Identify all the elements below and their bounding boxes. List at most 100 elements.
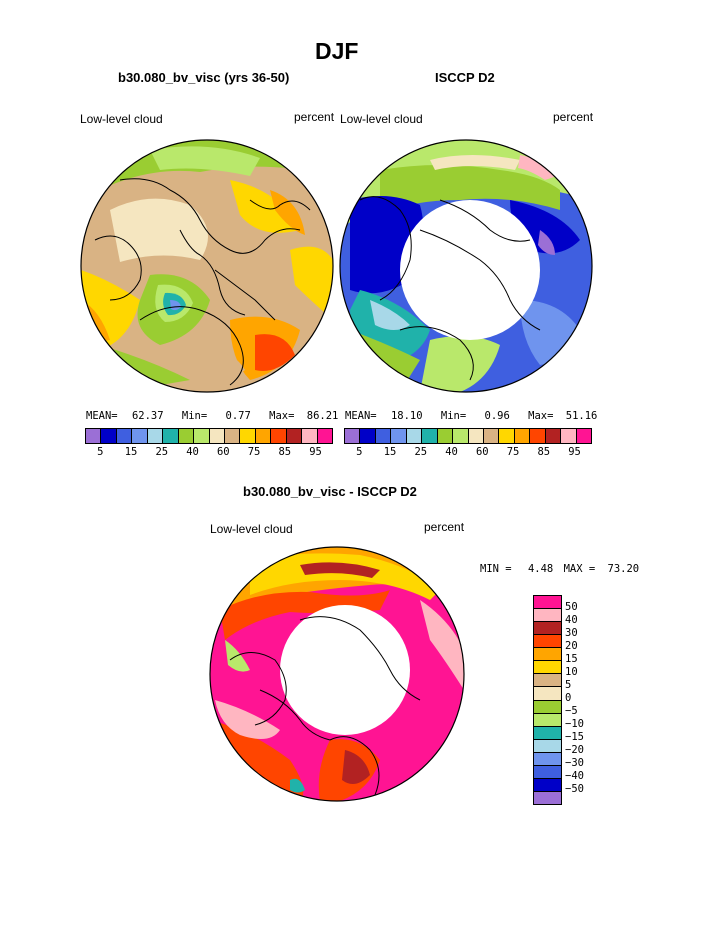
colorbar-tick-label: 95 — [568, 446, 581, 458]
colorbar-swatch — [534, 765, 561, 779]
colorbar-swatch — [163, 429, 179, 443]
model-field — [81, 140, 333, 392]
colorbar-tick-label: 15 — [124, 446, 138, 458]
colorbar-tick-label: 85 — [537, 446, 551, 458]
diff-colorbar — [533, 595, 562, 805]
diff-units-label: percent — [424, 520, 465, 534]
colorbar-tick-label: 75 — [247, 446, 261, 458]
obs-min-value: 0.96 — [484, 410, 510, 422]
obs-field — [340, 140, 592, 392]
colorbar-tick-label: 0 — [565, 692, 572, 704]
colorbar-tick-label: 20 — [565, 640, 578, 652]
model-subtitle: b30.080_bv_visc (yrs 36-50) — [118, 70, 290, 85]
colorbar-swatch — [86, 429, 102, 443]
colorbar-swatch — [286, 429, 303, 443]
colorbar-swatch — [483, 429, 500, 443]
obs-colorbar — [344, 428, 592, 444]
colorbar-swatch — [116, 429, 133, 443]
colorbar-tick-label: 5 — [565, 679, 572, 691]
colorbar-swatch — [302, 429, 318, 443]
colorbar-tick-label: 5 — [356, 446, 363, 458]
colorbar-tick-label: −15 — [565, 731, 584, 743]
colorbar-swatch — [534, 609, 561, 623]
colorbar-swatch — [514, 429, 531, 443]
obs-min-label: Min= — [440, 410, 467, 422]
model-stats: MEAN= 62.37 Min= 0.77 Max= 86.21 — [86, 410, 338, 422]
obs-max-value: 51.16 — [565, 410, 598, 422]
obs-subtitle: ISCCP D2 — [435, 70, 495, 85]
model-variable-label: Low-level cloud — [80, 112, 163, 126]
colorbar-swatch — [406, 429, 423, 443]
diff-max-value: 73.20 — [607, 563, 640, 575]
colorbar-swatch — [534, 635, 561, 649]
model-units-label: percent — [294, 110, 335, 124]
colorbar-tick-label: 85 — [278, 446, 292, 458]
figure-title: DJF — [315, 38, 359, 64]
obs-mean-value: 18.10 — [390, 410, 423, 422]
colorbar-tick-label: 40 — [565, 614, 578, 626]
colorbar-tick-label: −10 — [565, 718, 584, 730]
colorbar-swatch — [255, 429, 272, 443]
obs-variable-label: Low-level cloud — [340, 112, 423, 126]
colorbar-swatch — [534, 739, 561, 753]
colorbar-swatch — [209, 429, 225, 443]
colorbar-tick-label: 10 — [565, 666, 578, 678]
colorbar-swatch — [453, 429, 469, 443]
colorbar-swatch — [224, 429, 241, 443]
colorbar-tick-label: 5 — [97, 446, 104, 458]
diff-min-value: 4.48 — [527, 563, 554, 575]
colorbar-swatch — [345, 429, 361, 443]
colorbar-swatch — [534, 648, 561, 662]
colorbar-swatch — [534, 778, 561, 792]
colorbar-tick-label: 60 — [216, 446, 230, 458]
colorbar-swatch — [178, 429, 195, 443]
colorbar-tick-label: 60 — [475, 446, 489, 458]
colorbar-swatch — [545, 429, 562, 443]
model-max-label: Max= — [269, 410, 295, 422]
colorbar-swatch — [360, 429, 376, 443]
colorbar-swatch — [101, 429, 117, 443]
diff-field — [210, 547, 464, 801]
colorbar-swatch — [437, 429, 454, 443]
colorbar-swatch — [271, 429, 287, 443]
model-max-value: 86.21 — [306, 410, 339, 422]
obs-units-label: percent — [553, 110, 594, 124]
colorbar-tick-label: 30 — [565, 627, 578, 639]
model-colorbar — [85, 428, 333, 444]
colorbar-swatch — [468, 429, 484, 443]
colorbar-swatch — [534, 661, 561, 675]
obs-colorbar-ticks: 5 15 25 40 60 75 85 95 — [344, 446, 590, 460]
colorbar-swatch — [194, 429, 210, 443]
colorbar-tick-label: 25 — [155, 446, 169, 458]
colorbar-swatch — [375, 429, 392, 443]
colorbar-tick-label: −40 — [565, 770, 584, 782]
colorbar-tick-label: 25 — [414, 446, 428, 458]
colorbar-tick-label: −50 — [565, 783, 584, 795]
colorbar-swatch — [576, 429, 591, 443]
model-colorbar-ticks: 5 15 25 40 60 75 85 95 — [85, 446, 331, 460]
colorbar-tick-label: −5 — [565, 705, 578, 717]
obs-stats: MEAN= 18.10 Min= 0.96 Max= 51.16 — [345, 410, 597, 422]
obs-mean-label: MEAN= — [345, 410, 377, 422]
colorbar-tick-label: 95 — [309, 446, 322, 458]
colorbar-tick-label: 50 — [565, 601, 578, 613]
colorbar-tick-label: 40 — [186, 446, 199, 458]
colorbar-swatch — [561, 429, 577, 443]
colorbar-swatch — [534, 622, 561, 636]
colorbar-swatch — [240, 429, 256, 443]
colorbar-swatch — [499, 429, 515, 443]
colorbar-swatch — [534, 674, 561, 688]
colorbar-swatch — [534, 700, 561, 714]
colorbar-tick-label: 75 — [506, 446, 520, 458]
diff-stats: MIN = 4.48 MAX = 73.20 — [480, 563, 639, 575]
colorbar-swatch — [422, 429, 438, 443]
obs-max-label: Max= — [528, 410, 554, 422]
model-min-label: Min= — [181, 410, 208, 422]
colorbar-swatch — [534, 687, 561, 701]
colorbar-tick-label: 40 — [445, 446, 458, 458]
colorbar-swatch — [534, 726, 561, 740]
diff-min-label: MIN = — [480, 563, 512, 575]
colorbar-swatch — [530, 429, 546, 443]
colorbar-swatch — [147, 429, 164, 443]
